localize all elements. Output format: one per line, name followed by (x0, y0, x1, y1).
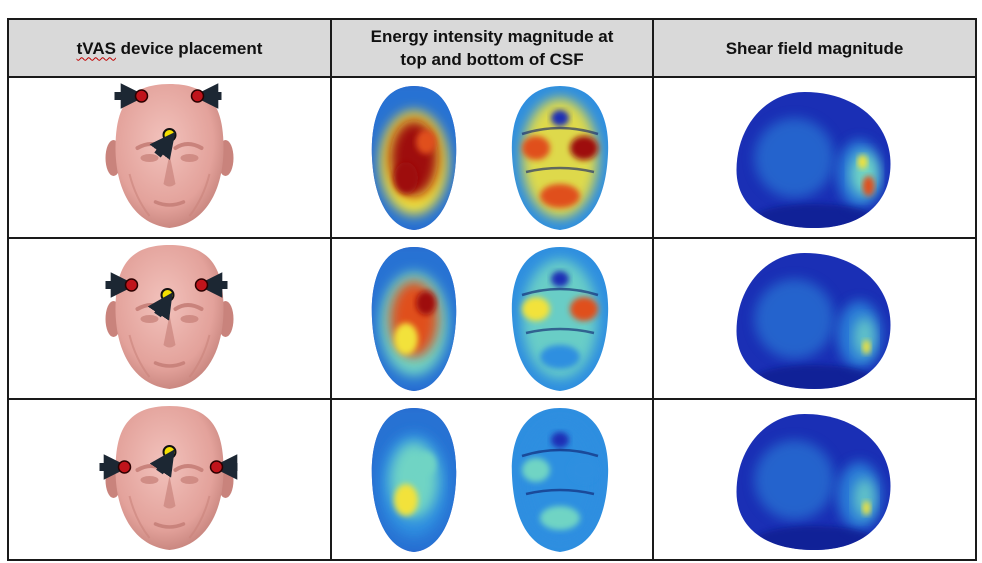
csf-bottom-map (511, 408, 609, 552)
shear-map (736, 253, 891, 389)
electrode-arrow-icon (147, 292, 173, 321)
electrode-red-icon (190, 89, 205, 103)
header-placement-rest: device placement (115, 38, 263, 58)
energy-cell (330, 237, 654, 400)
energy-cell (330, 398, 654, 561)
electrode-red-icon (134, 89, 149, 103)
csf-top-map (371, 408, 457, 552)
energy-cell (330, 76, 654, 239)
electrode-arrow-icon (149, 131, 176, 160)
shear-cell (652, 237, 977, 400)
electrode-yellow-icon (162, 445, 177, 459)
head-model (105, 245, 234, 389)
header-energy: Energy intensity magnitude at top and bot… (330, 18, 654, 78)
header-shear: Shear field magnitude (652, 18, 977, 78)
shear-cell (652, 76, 977, 239)
csf-top-map (371, 86, 457, 230)
shear-brain (736, 414, 891, 550)
electrode-yellow-icon (162, 128, 177, 142)
table-row (7, 237, 977, 400)
head-illustration (105, 245, 234, 389)
shear-brain (736, 253, 891, 389)
electrode-arrow-icon (149, 449, 175, 478)
shear-brain (736, 92, 891, 228)
placement-cell (7, 76, 332, 239)
electrode-red-icon (209, 460, 224, 474)
placement-cell (7, 398, 332, 561)
head-illustration (105, 406, 234, 550)
csf-top-map (371, 247, 457, 391)
table-row (7, 398, 977, 561)
head-model (99, 406, 238, 550)
header-energy-line2: top and bottom of CSF (400, 50, 584, 69)
placement-cell (7, 237, 332, 400)
shear-cell (652, 398, 977, 561)
energy-maps (371, 408, 609, 552)
energy-maps (371, 86, 609, 230)
shear-map (736, 414, 891, 550)
electrode-yellow-icon (160, 288, 175, 302)
table-row (7, 76, 977, 239)
figure-table: tVAS device placement Energy intensity m… (7, 18, 977, 561)
csf-bottom-map (511, 247, 609, 391)
electrode-red-icon (117, 460, 132, 474)
header-tvas-word: tVAS (76, 38, 116, 58)
csf-bottom-map (511, 86, 609, 230)
shear-map (736, 92, 891, 228)
header-row: tVAS device placement Energy intensity m… (7, 18, 977, 78)
header-energy-line1: Energy intensity magnitude at (370, 27, 614, 46)
energy-maps (371, 247, 609, 391)
head-illustration (105, 84, 234, 228)
header-placement: tVAS device placement (7, 18, 332, 78)
electrode-red-icon (194, 278, 209, 292)
electrode-red-icon (124, 278, 139, 292)
head-model (105, 83, 234, 228)
